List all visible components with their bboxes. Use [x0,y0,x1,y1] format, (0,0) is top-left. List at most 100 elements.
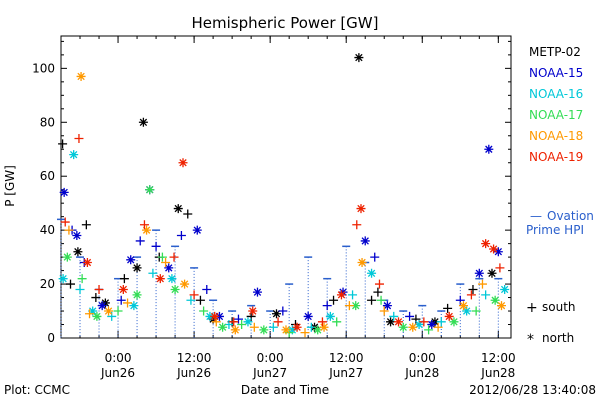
noaa-15-north-point [303,311,313,321]
metp-02-north-point [73,247,83,257]
south-marker-symbol: + [526,300,538,316]
metp-02-south-point [81,220,91,230]
footer-plot-credit: Plot: CCMC [4,383,70,397]
noaa-17-south-point [157,252,167,262]
noaa-17-north-point [145,185,155,195]
x-tick-label-date: Jun27 [252,366,287,380]
metp-02-south-point [329,295,339,305]
noaa-16-north-point [129,301,139,311]
metp-02-south-point [367,295,377,305]
noaa-18-north-point [408,322,418,332]
noaa-16-north-point [243,317,253,327]
x-tick-label-time: 12:00 [329,351,364,365]
noaa-15-south-point [233,314,243,324]
noaa-15-north-point [493,247,503,257]
noaa-17-south-point [237,320,247,330]
north-marker-symbol: * [527,332,534,348]
noaa-15-south-point [176,231,186,241]
noaa-16-north-point [88,306,98,316]
y-tick-label: 20 [40,277,55,291]
north-marker-label: north [542,331,574,345]
noaa-18-south-point [379,306,389,316]
noaa-18-south-point [249,322,259,332]
noaa-15-south-point [116,295,126,305]
noaa-19-south-point [60,217,70,227]
noaa-18-south-point [64,225,74,235]
noaa-17-north-point [313,325,323,335]
metp-02-south-point [443,303,453,313]
y-axis: 0 20 40 60 80 100 [32,40,511,345]
noaa-15-north-point [164,263,174,273]
noaa-19-south-point [139,220,149,230]
metp-02-north-point [354,53,364,63]
y-tick-label: 40 [40,223,55,237]
noaa-15-north-point [474,268,484,278]
y-tick-label: 100 [32,61,55,75]
noaa-19-south-point [317,317,327,327]
noaa-16-north-point [462,306,472,316]
metp-02-south-point [119,274,129,284]
noaa-16-south-point [348,290,358,300]
noaa-15-north-point [484,144,494,154]
noaa-16-north-point [500,284,510,294]
noaa-17-south-point [424,325,434,335]
noaa-17-south-point [376,295,386,305]
noaa-18-north-point [180,279,190,289]
noaa-17-north-point [351,301,361,311]
noaa-18-north-point [458,301,468,311]
noaa-15-north-point [97,301,107,311]
metp-02-south-point [195,295,205,305]
legend-item-noaa-15: NOAA-15 [529,66,583,80]
noaa-18-north-point [319,322,329,332]
noaa-16-south-point [75,284,85,294]
noaa-16-north-point [325,311,335,321]
noaa-15-south-point [405,311,415,321]
noaa-15-south-point [322,301,332,311]
noaa-17-north-point [218,322,228,332]
noaa-18-south-point [300,328,310,338]
ovation-series [57,218,503,338]
noaa-17-south-point [113,306,123,316]
noaa-16-north-point [205,311,215,321]
metp-02-north-point [487,268,497,278]
x-axis: 0:00Jun2612:00Jun260:00Jun2712:00Jun270:… [60,36,516,380]
x-tick-label-date: Jun26 [100,366,135,380]
footer-timestamp: 2012/06/28 13:40:08 [469,383,596,397]
noaa-15-north-point [427,320,437,330]
noaa-15-north-point [252,287,262,297]
noaa-19-north-point [118,284,128,294]
noaa-16-north-point [69,150,79,160]
noaa-18-south-point [344,301,354,311]
metp-02-south-point [373,287,383,297]
legend-item-noaa-18: NOAA-18 [529,129,583,143]
noaa-19-south-point [495,263,505,273]
metp-02-north-point [271,309,281,319]
noaa-17-north-point [490,295,500,305]
noaa-17-south-point [332,317,342,327]
noaa-17-north-point [92,311,102,321]
noaa-18-north-point [357,258,367,267]
noaa-15-south-point [278,306,288,316]
legend-item-noaa-17: NOAA-17 [529,108,583,122]
noaa-16-north-point [287,325,297,335]
noaa-16-south-point [436,317,446,327]
x-tick-label-date: Jun28 [404,366,439,380]
ovation-legend-label-line1: Ovation [547,209,594,223]
x-axis-label: Date and Time [241,383,329,397]
noaa-19-south-point [374,279,384,289]
noaa-19-south-point [189,290,199,300]
south-marker-label: south [542,300,576,314]
noaa-15-north-point [59,187,69,197]
x-tick-label-time: 0:00 [257,351,284,365]
noaa-18-south-point [477,279,487,289]
noaa-16-south-point [148,268,158,278]
noaa-19-north-point [292,322,302,332]
noaa-16-south-point [186,295,196,305]
metp-02-south-point [58,139,68,149]
noaa-19-north-point [82,258,92,267]
noaa-19-south-point [74,133,84,143]
noaa-17-north-point [449,317,459,327]
noaa-18-south-point [123,298,133,308]
noaa-15-north-point [214,311,224,321]
